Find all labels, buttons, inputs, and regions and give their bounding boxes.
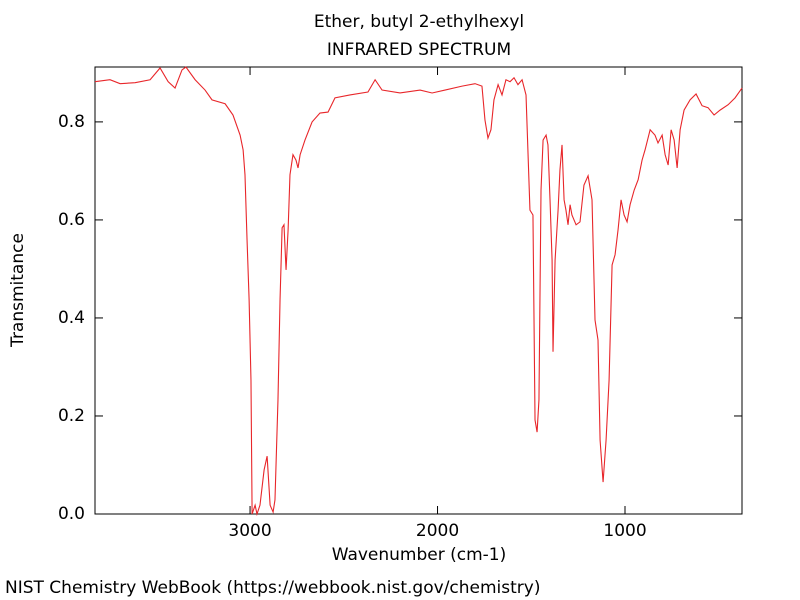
y-tick-label: 0.6 (58, 210, 85, 230)
x-tick-label: 3000 (228, 521, 271, 541)
chart-title: Ether, butyl 2-ethylhexyl (314, 12, 524, 32)
y-tick-label: 0.0 (58, 504, 85, 524)
footer: NIST Chemistry WebBook (https://webbook.… (5, 578, 540, 598)
chart-subtitle: INFRARED SPECTRUM (327, 40, 511, 60)
y-tick-label: 0.4 (58, 308, 85, 328)
y-tick-label: 0.8 (58, 112, 85, 132)
y-axis-label: Transmitance (8, 233, 28, 348)
x-tick-label: 1000 (603, 521, 646, 541)
spectrum-line (94, 66, 743, 517)
y-tick-label: 0.2 (58, 406, 85, 426)
x-tick-label: 2000 (416, 521, 459, 541)
x-axis-label: Wavenumber (cm-1) (332, 545, 507, 565)
plot-frame (94, 66, 743, 515)
